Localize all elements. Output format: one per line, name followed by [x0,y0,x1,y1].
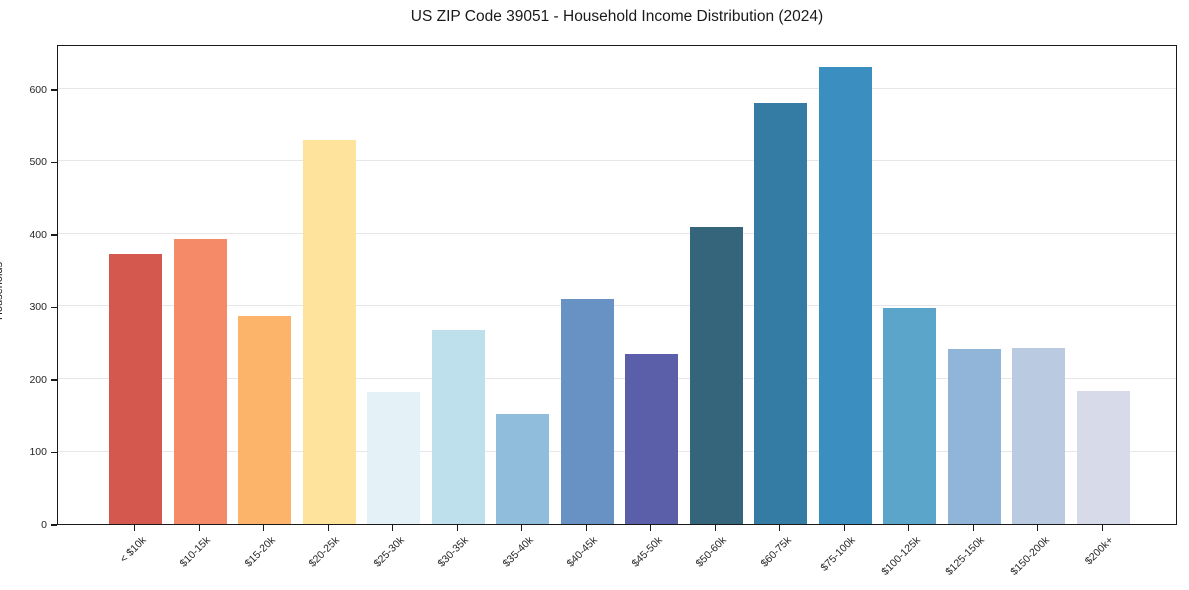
bar [238,315,292,524]
x-axis-tick [456,525,458,531]
bar [302,139,356,524]
bar [1076,391,1130,524]
y-axis-tick [51,234,57,236]
x-axis-tick [392,525,394,531]
y-axis-tick [51,306,57,309]
x-axis-tick [908,525,910,531]
y-tick-label: 400 [29,228,47,241]
bar [367,392,421,524]
x-axis-tick [650,525,652,531]
y-axis-tick [51,451,57,454]
bar [1012,347,1066,524]
chart-title: US ZIP Code 39051 - Household Income Dis… [410,8,824,25]
x-axis-tick [843,525,845,531]
gridline [58,378,1176,379]
gridline [58,232,1176,234]
x-tick-label: $35-40k [500,534,536,570]
x-tick-label: $15-20k [242,534,278,570]
x-tick-label: $60-75k [758,534,794,570]
gridline [58,450,1176,452]
x-tick-label: $45-50k [629,534,665,570]
x-axis-tick [1101,525,1103,531]
x-axis-tick [521,525,523,531]
x-tick-label: $125-150k [943,534,988,578]
bar [754,102,808,524]
x-tick-label: $100-125k [878,534,923,578]
bar [173,239,227,524]
bar [109,254,163,524]
x-tick-label: $25-30k [371,534,407,570]
x-tick-label: $10-15k [177,534,214,570]
x-tick-label: $30-35k [435,534,472,570]
bar [560,299,614,524]
x-tick-label: $150-200k [1007,534,1052,578]
y-tick-label: 200 [29,373,47,386]
x-axis-tick [972,525,974,531]
y-tick-label: 500 [29,156,47,169]
x-axis-tick [714,525,716,531]
bar [818,67,872,524]
x-axis-tick [779,525,781,531]
x-tick-label: $40-45k [564,534,601,570]
bar [496,413,550,524]
y-axis-tick [51,524,57,526]
gridline [58,305,1176,307]
x-tick-label: < $10k [117,534,149,566]
gridline [58,87,1176,89]
y-tick-label: 100 [29,446,47,459]
x-tick-label: $200k+ [1083,534,1117,568]
x-tick-label: $20-25k [306,534,343,570]
bar [431,329,485,524]
bar [689,226,743,524]
x-axis-tick [327,525,329,531]
x-axis-tick [134,525,136,531]
y-tick-label: 0 [41,519,47,531]
y-axis-tick [51,161,57,164]
x-tick-label: $75-100k [818,534,859,574]
y-axis-tick [51,89,57,91]
y-axis-label: Households [0,261,6,321]
x-axis-tick [1037,525,1039,531]
x-axis-tick [585,525,587,531]
y-tick-label: 300 [29,301,47,314]
y-axis-tick [51,379,57,381]
bar [947,348,1001,524]
x-axis-tick [263,525,265,531]
x-axis-tick [198,525,200,531]
bar [883,307,937,524]
plot-area [57,45,1177,525]
y-tick-label: 600 [29,83,47,96]
x-tick-label: $50-60k [693,534,730,570]
gridline [58,160,1176,162]
bar [625,353,679,524]
